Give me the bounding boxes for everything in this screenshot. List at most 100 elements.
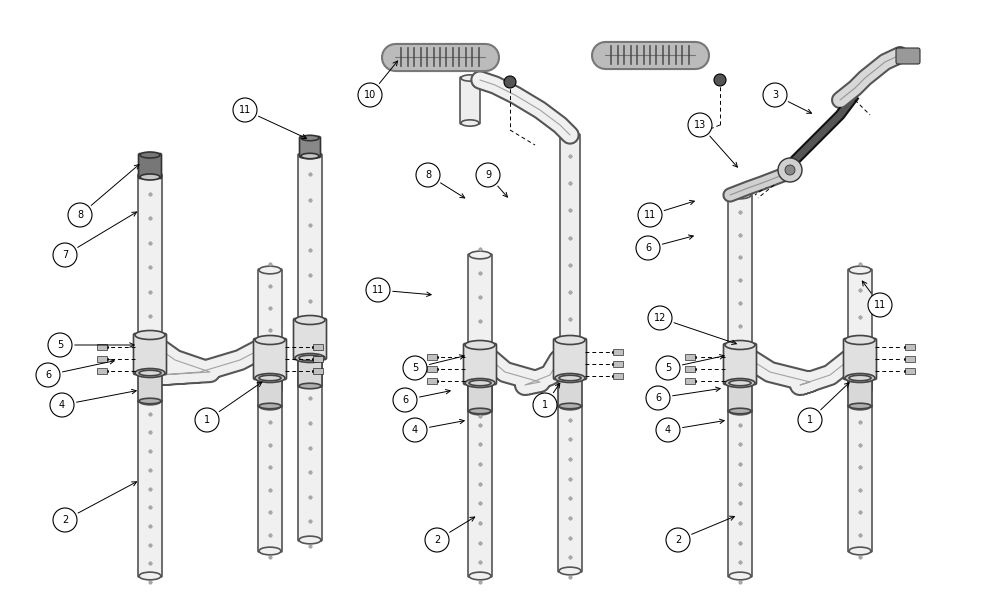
Ellipse shape	[139, 397, 161, 405]
Circle shape	[868, 293, 892, 317]
Text: 6: 6	[45, 370, 51, 380]
Bar	[427, 378, 437, 384]
Ellipse shape	[259, 547, 281, 555]
Ellipse shape	[561, 342, 579, 348]
Circle shape	[476, 163, 500, 187]
Ellipse shape	[135, 368, 165, 378]
FancyBboxPatch shape	[138, 174, 162, 336]
Ellipse shape	[295, 315, 325, 325]
Text: 3: 3	[772, 90, 778, 100]
Text: 9: 9	[485, 170, 491, 180]
Ellipse shape	[729, 361, 751, 369]
Ellipse shape	[725, 341, 755, 349]
Ellipse shape	[845, 336, 875, 344]
Ellipse shape	[849, 403, 871, 409]
FancyBboxPatch shape	[554, 338, 586, 379]
Ellipse shape	[555, 336, 585, 344]
Text: 11: 11	[644, 210, 656, 220]
Text: 10: 10	[364, 90, 376, 100]
FancyBboxPatch shape	[728, 382, 752, 412]
FancyBboxPatch shape	[464, 344, 496, 384]
Ellipse shape	[849, 386, 871, 394]
Circle shape	[68, 203, 92, 227]
Circle shape	[778, 158, 802, 182]
Text: 5: 5	[57, 340, 63, 350]
Text: 5: 5	[665, 363, 671, 373]
Bar	[97, 344, 107, 350]
Text: 6: 6	[655, 393, 661, 403]
Circle shape	[403, 418, 427, 442]
Ellipse shape	[299, 151, 321, 159]
Ellipse shape	[299, 351, 321, 359]
Circle shape	[714, 74, 726, 86]
Text: 2: 2	[675, 535, 681, 545]
Ellipse shape	[559, 402, 581, 410]
Text: 1: 1	[542, 400, 548, 410]
FancyBboxPatch shape	[848, 269, 872, 391]
Ellipse shape	[259, 375, 281, 381]
Text: 2: 2	[434, 535, 440, 545]
Text: 5: 5	[412, 363, 418, 373]
Ellipse shape	[849, 402, 871, 410]
Ellipse shape	[469, 408, 491, 414]
Bar	[613, 361, 623, 367]
Bar	[905, 368, 915, 374]
Ellipse shape	[725, 378, 755, 387]
Circle shape	[403, 356, 427, 380]
Ellipse shape	[561, 132, 579, 138]
Bar	[685, 354, 695, 360]
Ellipse shape	[729, 408, 751, 414]
Circle shape	[425, 528, 449, 552]
Text: 8: 8	[77, 210, 83, 220]
Ellipse shape	[465, 341, 495, 349]
FancyBboxPatch shape	[294, 319, 327, 360]
Ellipse shape	[139, 370, 161, 376]
Ellipse shape	[301, 135, 319, 141]
Ellipse shape	[849, 266, 871, 274]
Text: 1: 1	[204, 415, 210, 425]
Circle shape	[648, 306, 672, 330]
Ellipse shape	[849, 547, 871, 555]
FancyBboxPatch shape	[848, 377, 872, 407]
Bar	[905, 356, 915, 362]
Ellipse shape	[259, 266, 281, 274]
Ellipse shape	[295, 354, 325, 362]
Circle shape	[36, 363, 60, 387]
Circle shape	[195, 408, 219, 432]
Ellipse shape	[465, 378, 495, 387]
Ellipse shape	[255, 336, 285, 344]
Bar	[313, 368, 323, 374]
Circle shape	[53, 243, 77, 267]
Ellipse shape	[559, 403, 581, 409]
FancyBboxPatch shape	[298, 357, 322, 387]
Circle shape	[504, 76, 516, 88]
Text: 4: 4	[59, 400, 65, 410]
FancyBboxPatch shape	[134, 333, 167, 375]
Bar	[313, 356, 323, 362]
Text: 11: 11	[239, 105, 251, 115]
Text: 1: 1	[807, 415, 813, 425]
Ellipse shape	[729, 191, 751, 199]
FancyBboxPatch shape	[728, 410, 752, 577]
Bar	[97, 356, 107, 362]
Circle shape	[656, 356, 680, 380]
Ellipse shape	[559, 567, 581, 575]
Text: 6: 6	[645, 243, 651, 253]
FancyBboxPatch shape	[258, 405, 282, 552]
FancyBboxPatch shape	[724, 344, 757, 384]
Text: 7: 7	[62, 250, 68, 260]
FancyBboxPatch shape	[258, 377, 282, 407]
Ellipse shape	[139, 572, 161, 580]
Ellipse shape	[559, 375, 581, 381]
Bar	[905, 344, 915, 350]
FancyBboxPatch shape	[848, 405, 872, 552]
Ellipse shape	[139, 331, 161, 339]
Ellipse shape	[469, 407, 491, 415]
FancyBboxPatch shape	[843, 338, 876, 379]
FancyBboxPatch shape	[139, 154, 162, 178]
Bar	[427, 366, 437, 372]
Ellipse shape	[299, 316, 321, 324]
Ellipse shape	[461, 120, 479, 126]
Ellipse shape	[301, 153, 319, 159]
Circle shape	[638, 203, 662, 227]
